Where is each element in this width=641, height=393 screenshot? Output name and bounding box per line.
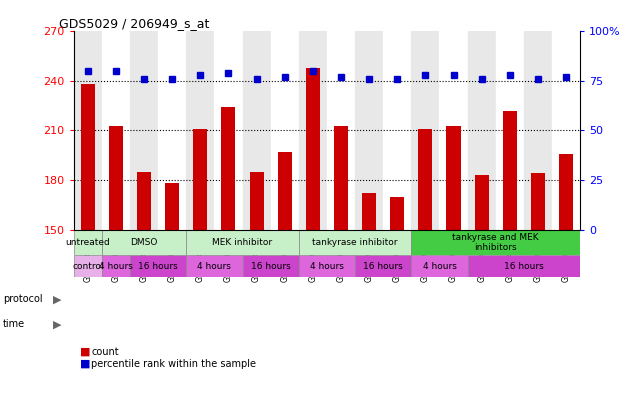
Bar [495, 31, 524, 230]
Bar [187, 230, 299, 255]
Bar [390, 196, 404, 230]
Text: 4 hours: 4 hours [310, 262, 344, 271]
Bar [412, 255, 467, 277]
Bar [362, 193, 376, 230]
Bar [194, 129, 207, 230]
Text: tankyrase and MEK
inhibitors: tankyrase and MEK inhibitors [453, 233, 539, 252]
Text: 4 hours: 4 hours [197, 262, 231, 271]
Bar [552, 31, 580, 230]
Bar [559, 154, 573, 230]
Text: 16 hours: 16 hours [251, 262, 290, 271]
Bar [74, 255, 102, 277]
Bar [158, 31, 187, 230]
Bar [187, 255, 242, 277]
Bar [306, 68, 320, 230]
Text: 4 hours: 4 hours [99, 262, 133, 271]
Bar [447, 125, 460, 230]
Bar [137, 172, 151, 230]
Text: DMSO: DMSO [130, 238, 158, 247]
Text: percentile rank within the sample: percentile rank within the sample [91, 358, 256, 369]
Bar [383, 31, 412, 230]
Bar [278, 152, 292, 230]
Text: ■: ■ [80, 358, 90, 369]
Bar [327, 31, 355, 230]
Bar [102, 230, 187, 255]
Bar [221, 107, 235, 230]
Bar [81, 84, 95, 230]
Text: untreated: untreated [65, 238, 110, 247]
Text: GDS5029 / 206949_s_at: GDS5029 / 206949_s_at [58, 17, 209, 30]
Bar [474, 175, 488, 230]
Text: control: control [72, 262, 104, 271]
Text: ■: ■ [80, 347, 90, 357]
Bar [419, 129, 433, 230]
Text: ▶: ▶ [53, 319, 62, 329]
Bar [503, 111, 517, 230]
Bar [355, 31, 383, 230]
Text: 16 hours: 16 hours [363, 262, 403, 271]
Bar [299, 255, 355, 277]
Bar [299, 230, 412, 255]
Text: 16 hours: 16 hours [138, 262, 178, 271]
Bar [524, 31, 552, 230]
Text: 4 hours: 4 hours [422, 262, 456, 271]
Bar [467, 255, 580, 277]
Text: count: count [91, 347, 119, 357]
Bar [440, 31, 467, 230]
Text: ▶: ▶ [53, 294, 62, 305]
Bar [130, 31, 158, 230]
Bar [531, 173, 545, 230]
Bar [412, 230, 580, 255]
Bar [109, 125, 123, 230]
Bar [249, 172, 263, 230]
Bar [102, 255, 130, 277]
Bar [130, 255, 187, 277]
Bar [187, 31, 214, 230]
Text: 16 hours: 16 hours [504, 262, 544, 271]
Bar [214, 31, 242, 230]
Text: tankyrase inhibitor: tankyrase inhibitor [312, 238, 398, 247]
Bar [74, 31, 102, 230]
Bar [165, 183, 179, 230]
Bar [334, 125, 348, 230]
Bar [242, 31, 271, 230]
Bar [271, 31, 299, 230]
Text: time: time [3, 319, 26, 329]
Bar [242, 255, 299, 277]
Bar [299, 31, 327, 230]
Bar [74, 230, 102, 255]
Text: protocol: protocol [3, 294, 43, 305]
Text: MEK inhibitor: MEK inhibitor [212, 238, 272, 247]
Bar [467, 31, 495, 230]
Bar [412, 31, 440, 230]
Bar [102, 31, 130, 230]
Bar [355, 255, 412, 277]
